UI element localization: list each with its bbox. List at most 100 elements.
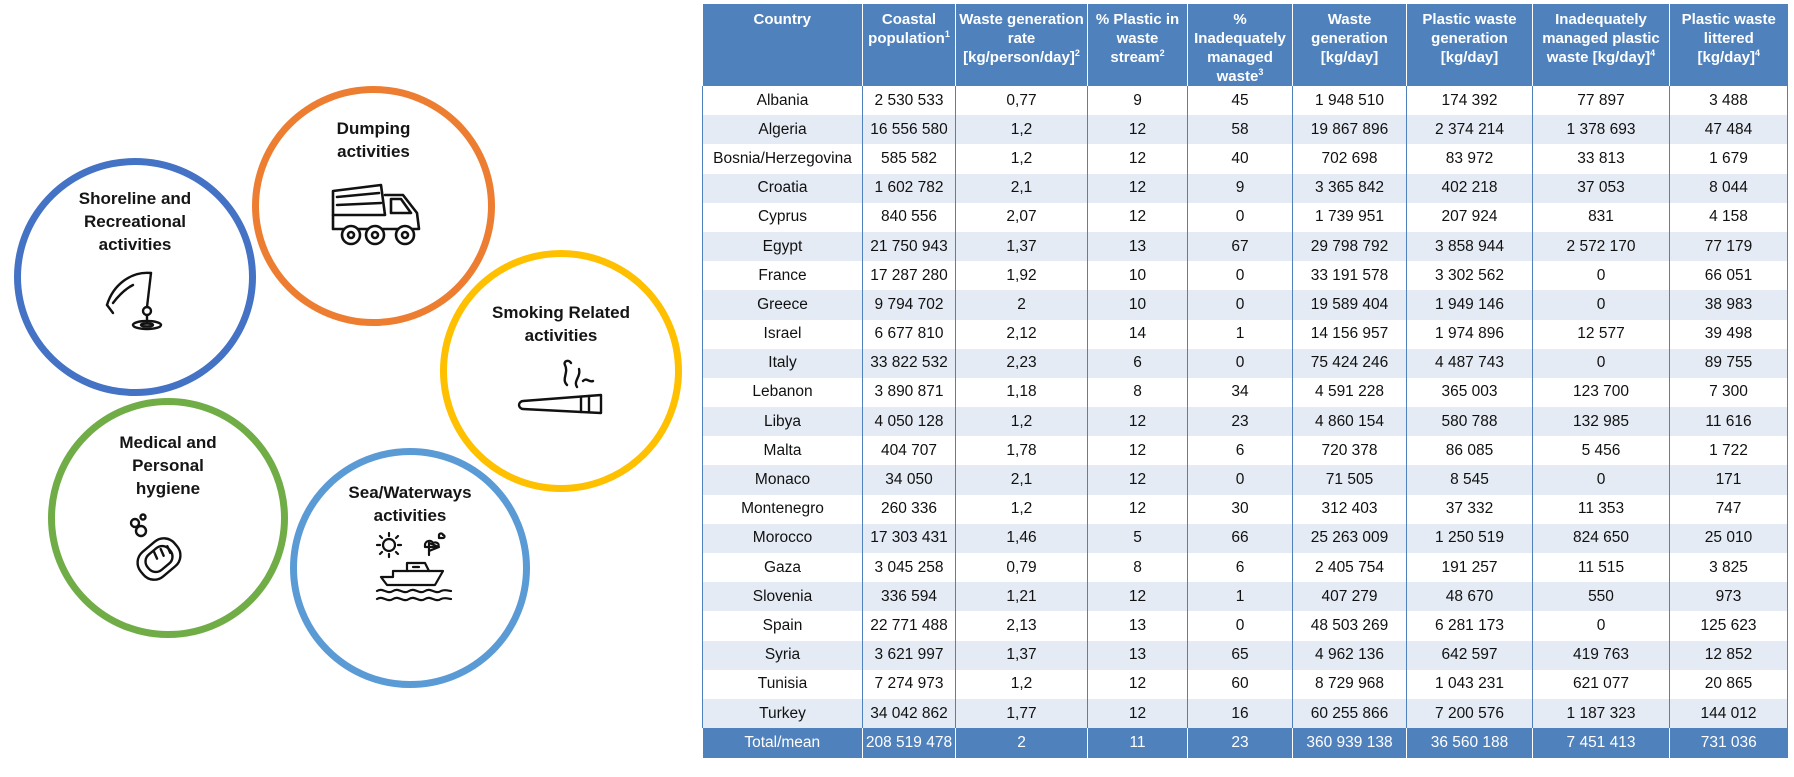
value-cell: 4 487 743 bbox=[1406, 348, 1533, 378]
value-cell: 12 bbox=[1087, 407, 1188, 437]
value-cell: 1 043 231 bbox=[1406, 669, 1533, 699]
value-cell: 7 274 973 bbox=[862, 669, 956, 699]
value-cell: 67 bbox=[1187, 231, 1293, 262]
value-cell: 14 156 957 bbox=[1292, 319, 1407, 349]
value-cell: 402 218 bbox=[1406, 173, 1533, 203]
dumping-activities-circle: Dumping activities bbox=[252, 86, 495, 326]
table-row: Syria 3 621 997 1,37 13 65 4 962 136 642 597 41… bbox=[702, 640, 1788, 670]
value-cell: 37 332 bbox=[1406, 494, 1533, 524]
value-cell: 65 bbox=[1187, 640, 1293, 670]
value-cell: 3 825 bbox=[1669, 553, 1788, 583]
country-cell: Turkey bbox=[702, 698, 863, 729]
value-cell: 66 bbox=[1187, 523, 1293, 553]
value-cell: 22 771 488 bbox=[862, 611, 956, 641]
value-cell: 33 813 bbox=[1532, 144, 1670, 174]
country-cell: Syria bbox=[702, 640, 863, 670]
value-cell: 260 336 bbox=[862, 494, 956, 524]
table-row: Egypt 21 750 943 1,37 13 67 29 798 792 3 858 9… bbox=[702, 231, 1788, 262]
value-cell: 144 012 bbox=[1669, 698, 1788, 729]
table-row: Bosnia/Herzegovina 585 582 1,2 12 40 702 698 8… bbox=[702, 144, 1788, 174]
value-cell: 12 bbox=[1087, 465, 1188, 495]
value-cell: 171 bbox=[1669, 465, 1788, 495]
country-cell: Lebanon bbox=[702, 377, 863, 408]
value-cell: 123 700 bbox=[1532, 377, 1670, 408]
value-cell: 60 bbox=[1187, 669, 1293, 699]
value-cell: 34 042 862 bbox=[862, 698, 956, 729]
value-cell: 642 597 bbox=[1406, 640, 1533, 670]
footnote-marker: 2 bbox=[1159, 48, 1165, 58]
value-cell: 1 949 146 bbox=[1406, 290, 1533, 320]
value-cell: 3 621 997 bbox=[862, 640, 956, 670]
dumping-label: Dumping activities bbox=[336, 119, 411, 161]
smoking-activities-circle: Smoking Related activities bbox=[440, 250, 682, 492]
value-cell: 1,78 bbox=[955, 436, 1088, 466]
footnote-marker: 3 bbox=[1258, 67, 1264, 77]
sea-waterways-circle: Sea/Waterways activities bbox=[290, 448, 530, 688]
value-cell: 0 bbox=[1532, 261, 1670, 291]
country-cell: Malta bbox=[702, 436, 863, 466]
table-row: Slovenia 336 594 1,21 12 1 407 279 48 670 550 97… bbox=[702, 582, 1788, 612]
value-cell: 37 053 bbox=[1532, 173, 1670, 203]
column-header: Country bbox=[702, 4, 863, 86]
country-cell: Algeria bbox=[702, 115, 863, 145]
column-header: % Inadequately managed waste3 bbox=[1187, 4, 1293, 86]
country-cell: Monaco bbox=[702, 465, 863, 495]
value-cell: 86 085 bbox=[1406, 436, 1533, 466]
value-cell: 840 556 bbox=[862, 202, 956, 232]
value-cell: 47 484 bbox=[1669, 115, 1788, 145]
country-cell: Israel bbox=[702, 319, 863, 349]
smoking-label: Smoking Related activities bbox=[492, 303, 630, 345]
value-cell: 1 602 782 bbox=[862, 173, 956, 203]
value-cell: 12 bbox=[1087, 669, 1188, 699]
value-cell: 71 505 bbox=[1292, 465, 1407, 495]
value-cell: 19 867 896 bbox=[1292, 115, 1407, 145]
value-cell: 5 bbox=[1087, 523, 1188, 553]
value-cell: 1,2 bbox=[955, 144, 1088, 174]
value-cell: 77 897 bbox=[1532, 86, 1670, 116]
table-row: Morocco 17 303 431 1,46 5 66 25 263 009 1 250 … bbox=[702, 523, 1788, 553]
table-row: Tunisia 7 274 973 1,2 12 60 8 729 968 1 043 23… bbox=[702, 669, 1788, 699]
value-cell: 83 972 bbox=[1406, 144, 1533, 174]
value-cell: 8 044 bbox=[1669, 173, 1788, 203]
value-cell: 621 077 bbox=[1532, 669, 1670, 699]
value-cell: 1,2 bbox=[955, 494, 1088, 524]
value-cell: 831 bbox=[1532, 202, 1670, 232]
value-cell: 20 865 bbox=[1669, 669, 1788, 699]
column-header-label: Country bbox=[753, 11, 812, 28]
value-cell: 9 794 702 bbox=[862, 290, 956, 320]
value-cell: 1,18 bbox=[955, 377, 1088, 408]
value-cell: 10 bbox=[1087, 290, 1188, 320]
country-cell: Albania bbox=[702, 86, 863, 116]
value-cell: 23 bbox=[1187, 407, 1293, 437]
country-cell: Morocco bbox=[702, 523, 863, 553]
value-cell: 25 263 009 bbox=[1292, 523, 1407, 553]
value-cell: 747 bbox=[1669, 494, 1788, 524]
value-cell: 2,23 bbox=[955, 348, 1088, 378]
value-cell: 6 677 810 bbox=[862, 319, 956, 349]
value-cell: 48 503 269 bbox=[1292, 611, 1407, 641]
value-cell: 9 bbox=[1087, 86, 1188, 116]
table-row: Albania 2 530 533 0,77 9 45 1 948 510 174 392 7… bbox=[702, 86, 1788, 116]
value-cell: 0 bbox=[1532, 290, 1670, 320]
fishing-rod-icon bbox=[103, 267, 165, 333]
value-cell: 585 582 bbox=[862, 144, 956, 174]
value-cell: 4 591 228 bbox=[1292, 377, 1407, 408]
value-cell: 40 bbox=[1187, 144, 1293, 174]
value-cell: 0 bbox=[1187, 290, 1293, 320]
boat-icon bbox=[373, 531, 455, 613]
value-cell: 1 bbox=[1187, 319, 1293, 349]
value-cell: 0,79 bbox=[955, 553, 1088, 583]
table-header-row: Country Coastal population1 Waste generati… bbox=[702, 4, 1788, 86]
value-cell: 38 983 bbox=[1669, 290, 1788, 320]
total-value-cell: 360 939 138 bbox=[1292, 728, 1407, 759]
value-cell: 3 302 562 bbox=[1406, 261, 1533, 291]
value-cell: 0 bbox=[1532, 611, 1670, 641]
column-header: Plastic waste generation [kg/day] bbox=[1406, 4, 1533, 86]
value-cell: 33 191 578 bbox=[1292, 261, 1407, 291]
footnote-marker: 1 bbox=[944, 29, 950, 39]
value-cell: 2 405 754 bbox=[1292, 553, 1407, 583]
column-header: Waste generation [kg/day] bbox=[1292, 4, 1407, 86]
value-cell: 8 bbox=[1087, 377, 1188, 408]
value-cell: 45 bbox=[1187, 86, 1293, 116]
value-cell: 1 948 510 bbox=[1292, 86, 1407, 116]
